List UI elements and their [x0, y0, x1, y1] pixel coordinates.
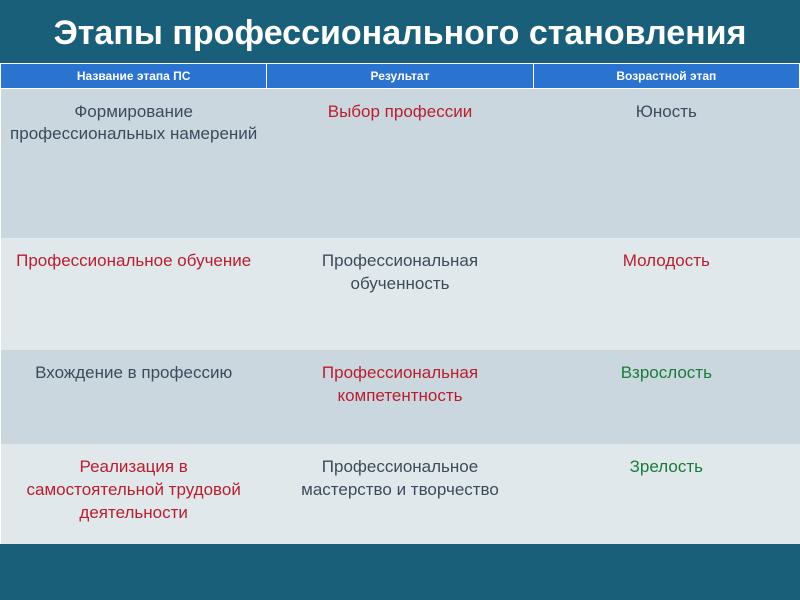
table-cell: Взрослость — [533, 350, 799, 444]
table-cell: Юность — [533, 88, 799, 238]
table-cell: Профессиональная обученность — [267, 238, 533, 350]
table-row: Вхождение в профессию Профессиональная к… — [1, 350, 800, 444]
col-header-stage: Название этапа ПС — [1, 63, 267, 88]
table-row: Реализация в самостоятельной трудовой де… — [1, 444, 800, 544]
table-cell: Реализация в самостоятельной трудовой де… — [1, 444, 267, 544]
table-row: Профессиональное обучение Профессиональн… — [1, 238, 800, 350]
table-cell: Профессиональное обучение — [1, 238, 267, 350]
table-cell: Профессиональная компетентность — [267, 350, 533, 444]
table-cell: Выбор профессии — [267, 88, 533, 238]
table-row: Формирование профессиональных намерений … — [1, 88, 800, 238]
table-header-row: Название этапа ПС Результат Возрастной э… — [1, 63, 800, 88]
stages-table: Название этапа ПС Результат Возрастной э… — [0, 63, 800, 545]
table-container: Название этапа ПС Результат Возрастной э… — [0, 63, 800, 545]
table-cell: Молодость — [533, 238, 799, 350]
col-header-result: Результат — [267, 63, 533, 88]
table-cell: Вхождение в профессию — [1, 350, 267, 444]
table-cell: Профессиональное мастерство и творчество — [267, 444, 533, 544]
col-header-age: Возрастной этап — [533, 63, 799, 88]
table-cell: Зрелость — [533, 444, 799, 544]
table-cell: Формирование профессиональных намерений — [1, 88, 267, 238]
slide-title: Этапы профессионального становления — [0, 0, 800, 63]
